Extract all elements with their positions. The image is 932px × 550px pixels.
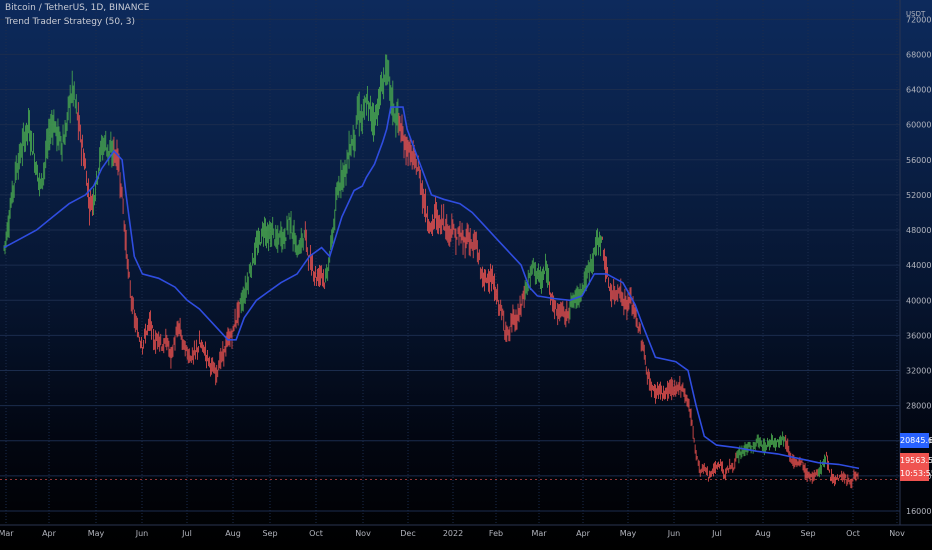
x-tick-label: May (88, 529, 105, 538)
bar-countdown-badge: 10:53:55 (900, 466, 932, 481)
y-tick-label: 36000.00 (906, 331, 932, 340)
symbol-title[interactable]: Bitcoin / TetherUS, 1D, BINANCE (5, 3, 150, 13)
y-tick-label: 40000.00 (906, 296, 932, 305)
x-tick-label: May (620, 529, 637, 538)
y-tick-label: 72000.00 (906, 15, 932, 24)
x-tick-label: Apr (576, 529, 591, 538)
x-tick-label: Apr (42, 529, 57, 538)
x-tick-label: Jun (135, 529, 149, 538)
currency-label: USDT (906, 10, 926, 18)
x-tick-label: Jul (181, 529, 192, 538)
x-tick-label: 2022 (443, 529, 463, 538)
x-tick-label: Aug (225, 529, 241, 538)
y-tick-label: 32000.00 (906, 366, 932, 375)
y-tick-label: 28000.00 (906, 402, 932, 411)
x-tick-label: Sep (262, 529, 277, 538)
x-tick-label: Mar (531, 529, 547, 538)
x-tick-label: Feb (489, 529, 503, 538)
x-tick-label: Mar (0, 529, 14, 538)
y-tick-label: 16000.00 (906, 507, 932, 516)
y-tick-label: 64000.00 (906, 86, 932, 95)
y-tick-label: 52000.00 (906, 191, 932, 200)
indicator-label[interactable]: Trend Trader Strategy (50, 3) (5, 17, 136, 27)
x-tick-label: Oct (309, 529, 323, 538)
y-tick-label: 68000.00 (906, 50, 932, 59)
x-tick-label: Sep (800, 529, 815, 538)
trend-line (3, 106, 860, 470)
trend-price-badge: 20845.64 (900, 433, 932, 448)
x-tick-label: Dec (400, 529, 415, 538)
x-tick-label: Jun (667, 529, 681, 538)
x-tick-label: Aug (755, 529, 771, 538)
y-tick-label: 60000.00 (906, 121, 932, 130)
x-tick-label: Nov (889, 529, 905, 538)
x-tick-label: Oct (846, 529, 860, 538)
y-tick-label: 56000.00 (906, 156, 932, 165)
x-tick-label: Nov (355, 529, 371, 538)
y-tick-label: 44000.00 (906, 261, 932, 270)
x-tick-label: Jul (711, 529, 722, 538)
last-price-badge: 19563.50 (900, 453, 932, 468)
price-series (3, 54, 859, 489)
y-tick-label: 48000.00 (906, 226, 932, 235)
